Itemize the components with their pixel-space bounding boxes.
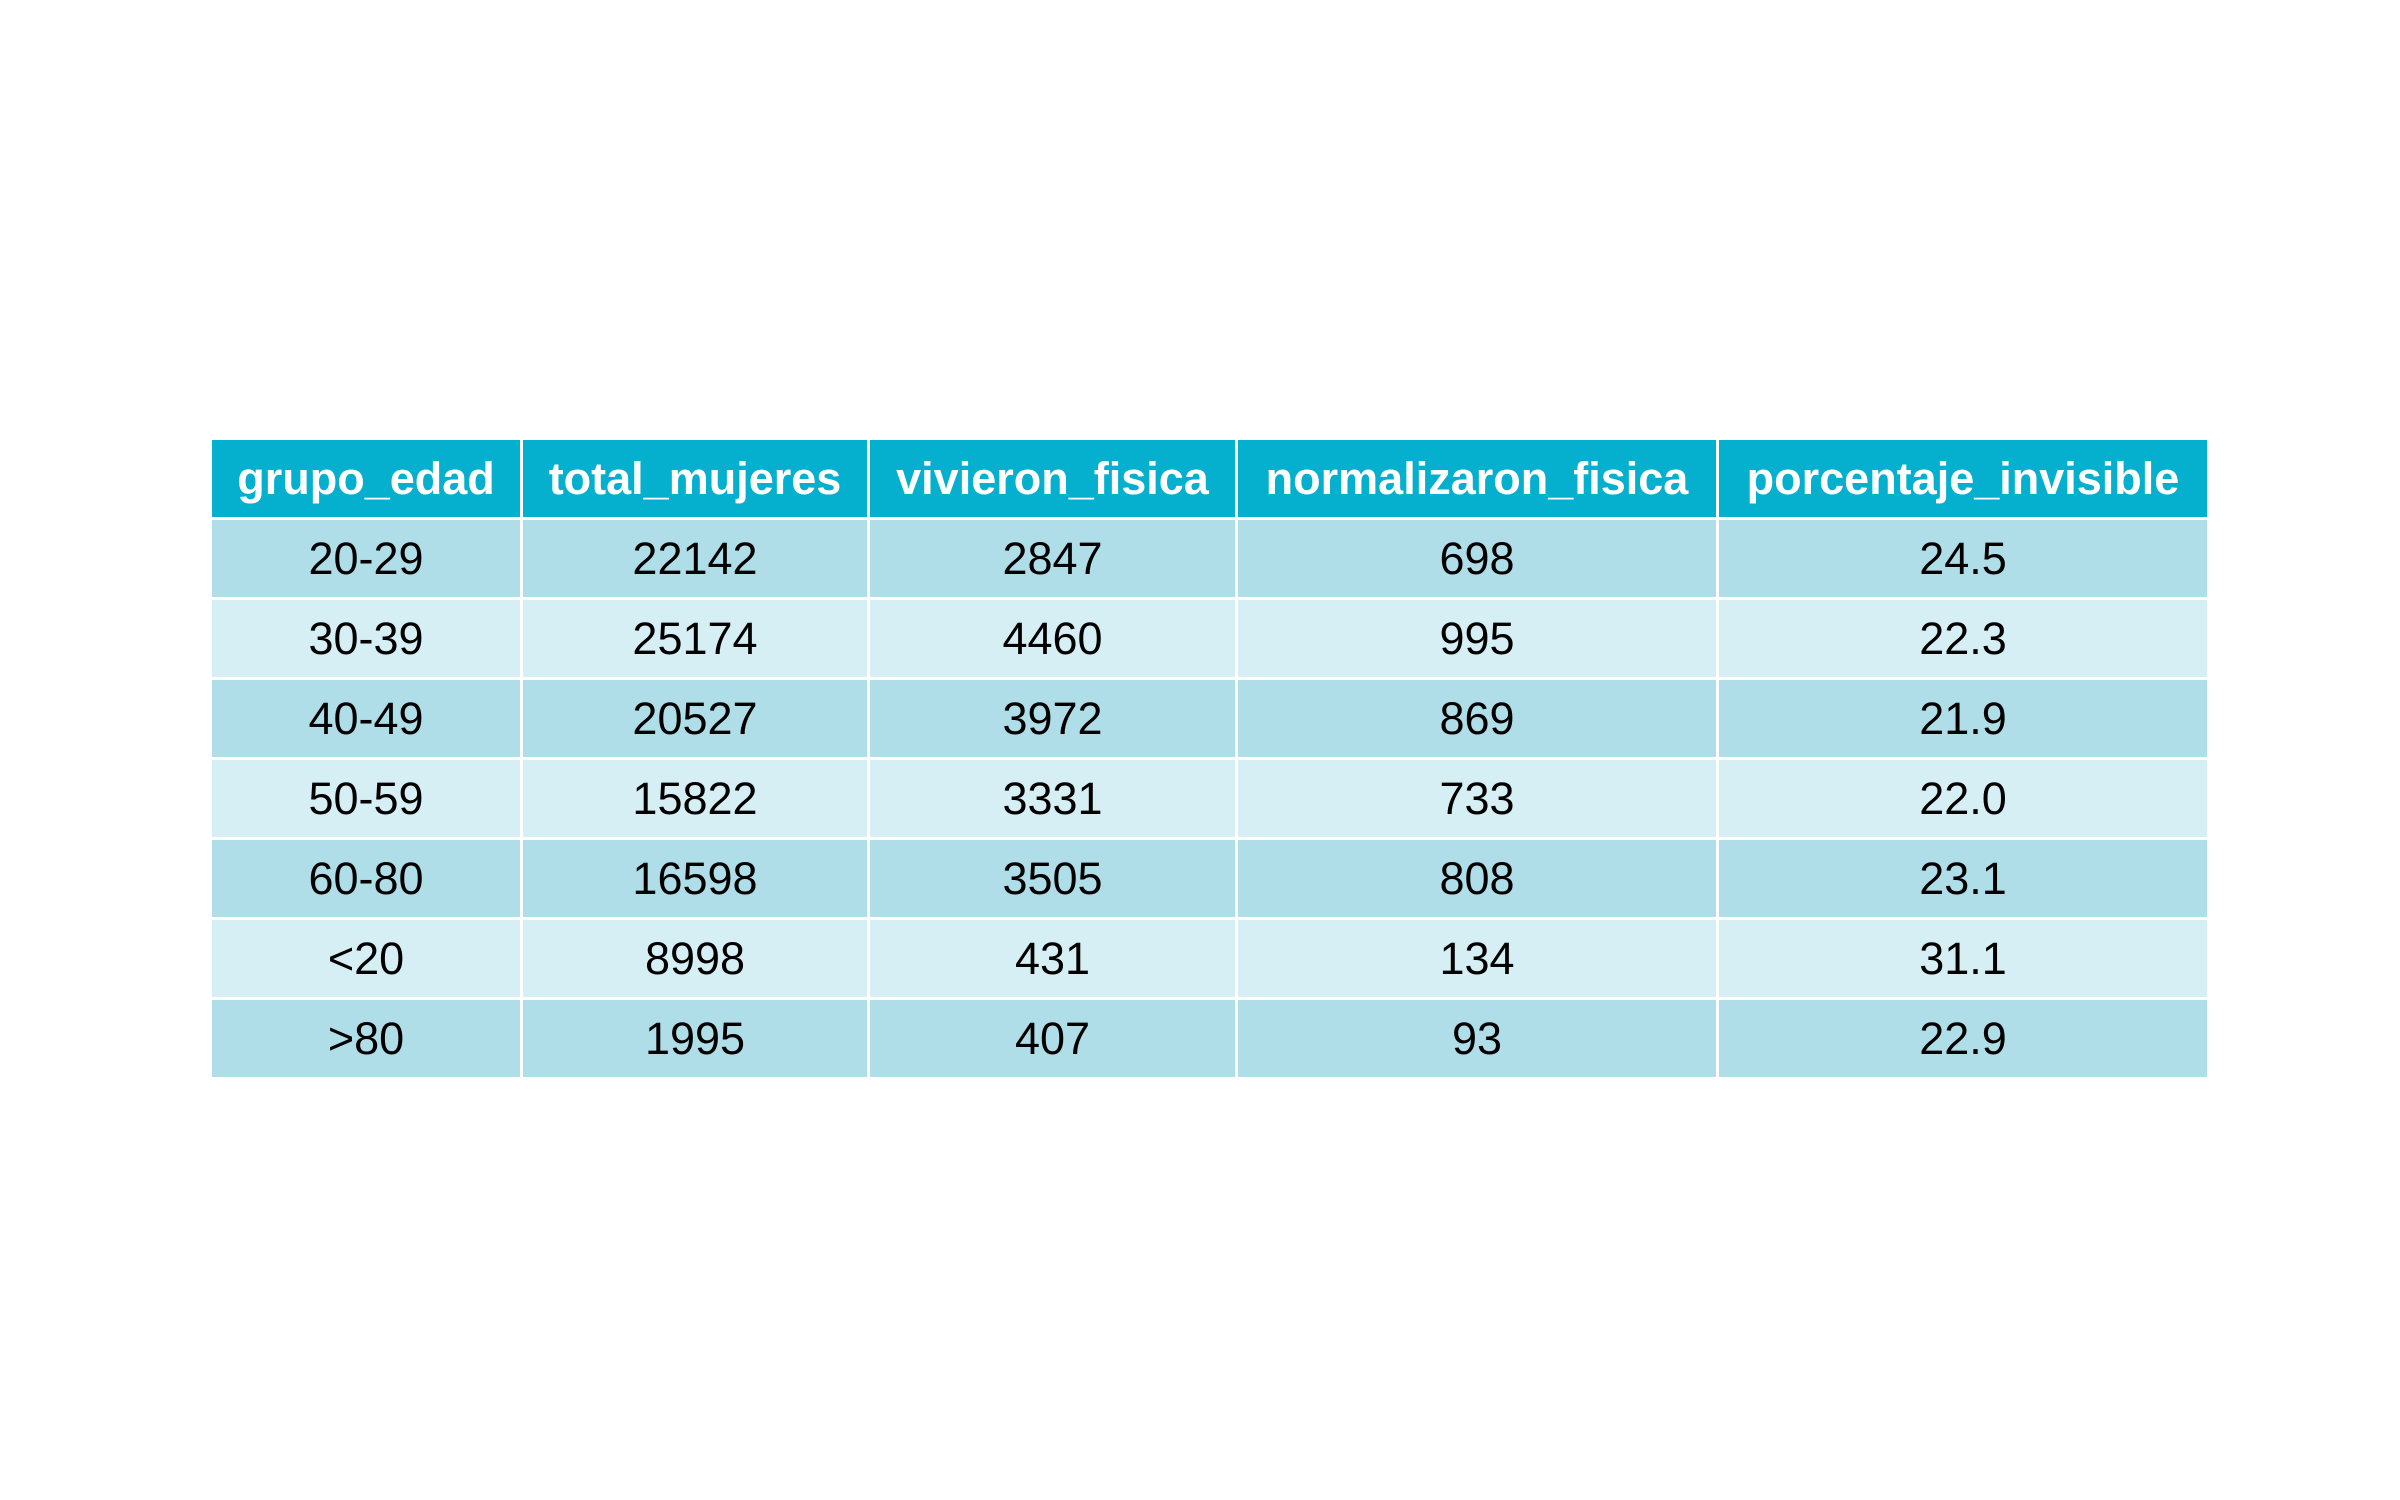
table-cell: 15822 <box>520 757 870 840</box>
table-cell: 4460 <box>867 597 1238 680</box>
column-header-total-mujeres: total_mujeres <box>520 437 870 520</box>
table-cell: 22.9 <box>1716 997 2210 1080</box>
column-header-porcentaje-invisible: porcentaje_invisible <box>1716 437 2210 520</box>
table-cell: 3972 <box>867 677 1238 760</box>
table-cell: <20 <box>209 917 523 1000</box>
table-cell: 20-29 <box>209 517 523 600</box>
column-header-normalizaron-fisica: normalizaron_fisica <box>1235 437 1719 520</box>
table-row: 20-29 22142 2847 698 24.5 <box>209 517 2210 600</box>
table-cell: 20527 <box>520 677 870 760</box>
column-header-grupo-edad: grupo_edad <box>209 437 523 520</box>
table-row: 40-49 20527 3972 869 21.9 <box>209 677 2210 760</box>
data-table: grupo_edad total_mujeres vivieron_fisica… <box>209 437 2210 1080</box>
table-cell: 24.5 <box>1716 517 2210 600</box>
table-cell: 22.3 <box>1716 597 2210 680</box>
table-cell: 407 <box>867 997 1238 1080</box>
table-cell: 808 <box>1235 837 1719 920</box>
table-cell: 40-49 <box>209 677 523 760</box>
table-cell: 93 <box>1235 997 1719 1080</box>
table-cell: >80 <box>209 997 523 1080</box>
table-row: 60-80 16598 3505 808 23.1 <box>209 837 2210 920</box>
table-cell: 23.1 <box>1716 837 2210 920</box>
table-cell: 995 <box>1235 597 1719 680</box>
table-cell: 733 <box>1235 757 1719 840</box>
table-cell: 22.0 <box>1716 757 2210 840</box>
table-cell: 30-39 <box>209 597 523 680</box>
table-cell: 134 <box>1235 917 1719 1000</box>
table-cell: 21.9 <box>1716 677 2210 760</box>
table-cell: 8998 <box>520 917 870 1000</box>
table-cell: 698 <box>1235 517 1719 600</box>
table-header-row: grupo_edad total_mujeres vivieron_fisica… <box>209 437 2210 520</box>
table-cell: 869 <box>1235 677 1719 760</box>
table-row: >80 1995 407 93 22.9 <box>209 997 2210 1080</box>
table-cell: 3331 <box>867 757 1238 840</box>
table-cell: 50-59 <box>209 757 523 840</box>
table-cell: 2847 <box>867 517 1238 600</box>
table-cell: 16598 <box>520 837 870 920</box>
table-cell: 22142 <box>520 517 870 600</box>
table-row: 50-59 15822 3331 733 22.0 <box>209 757 2210 840</box>
table-cell: 25174 <box>520 597 870 680</box>
column-header-vivieron-fisica: vivieron_fisica <box>867 437 1238 520</box>
table-cell: 60-80 <box>209 837 523 920</box>
data-table-container: grupo_edad total_mujeres vivieron_fisica… <box>209 437 2210 1080</box>
table-cell: 3505 <box>867 837 1238 920</box>
table-row: 30-39 25174 4460 995 22.3 <box>209 597 2210 680</box>
table-cell: 1995 <box>520 997 870 1080</box>
table-cell: 31.1 <box>1716 917 2210 1000</box>
table-cell: 431 <box>867 917 1238 1000</box>
table-row: <20 8998 431 134 31.1 <box>209 917 2210 1000</box>
